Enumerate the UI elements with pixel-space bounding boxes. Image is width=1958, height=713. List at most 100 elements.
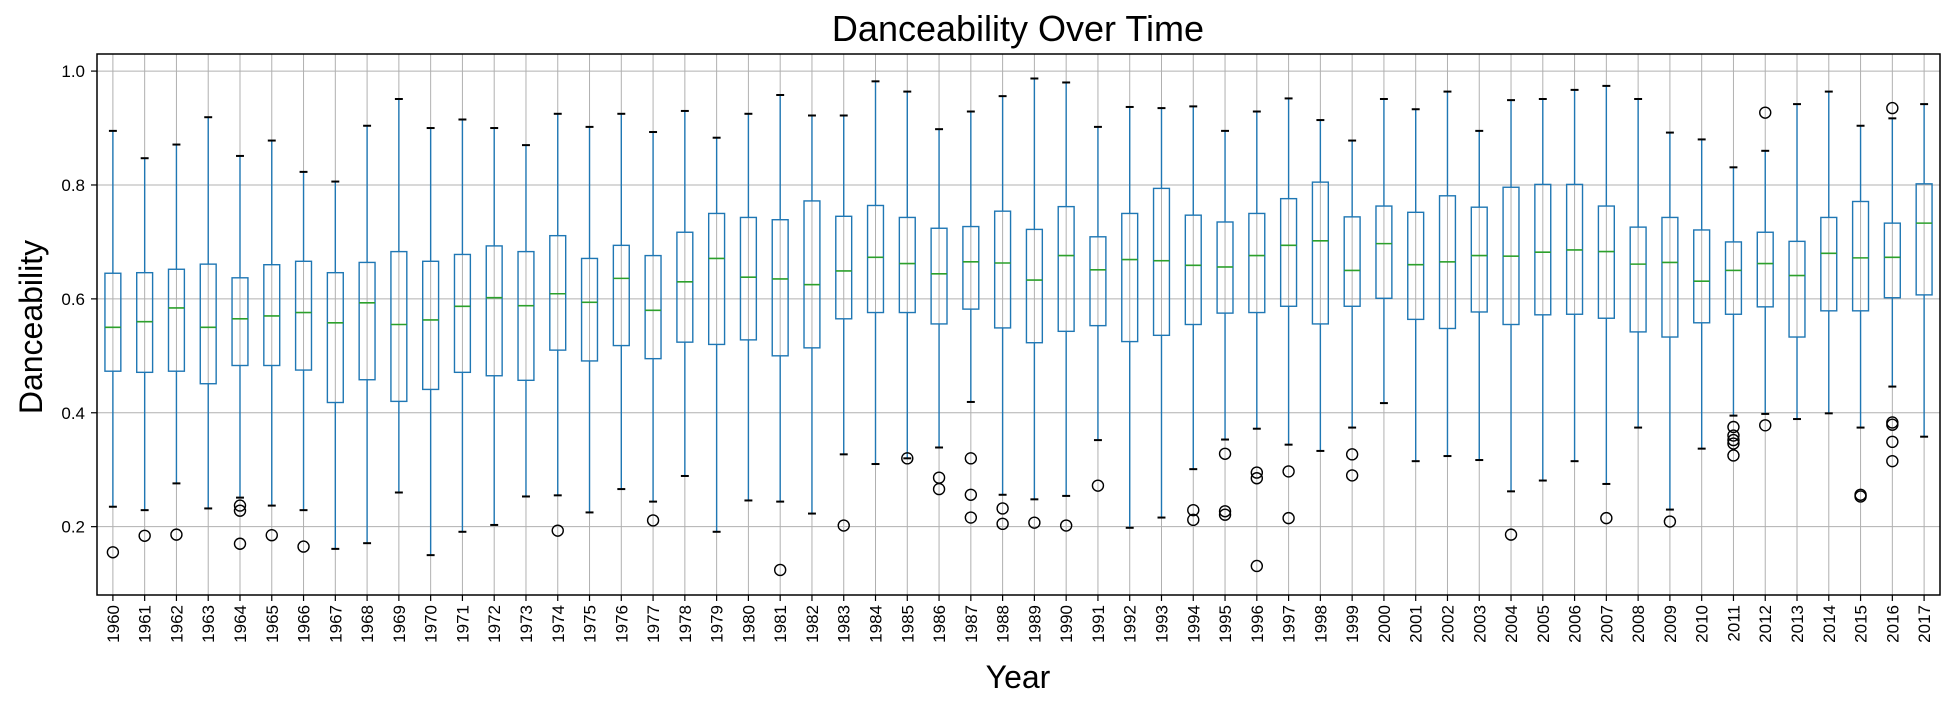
box-2009 — [1661, 131, 1679, 528]
x-tick-label: 2006 — [1566, 605, 1585, 643]
x-tick-label: 2013 — [1788, 605, 1807, 643]
iqr-box — [326, 271, 344, 404]
x-tick-label: 1971 — [453, 605, 472, 643]
x-tick-label: 1976 — [612, 605, 631, 643]
box-1969 — [390, 97, 408, 494]
outlier-point — [1663, 515, 1677, 528]
x-tick-label: 1969 — [390, 605, 409, 643]
x-tick-label: 2002 — [1438, 605, 1457, 643]
iqr-box — [104, 272, 122, 372]
iqr-box — [866, 204, 885, 314]
outlier-point — [1886, 101, 1899, 115]
outlier-point — [1727, 429, 1740, 442]
box-2001 — [1407, 108, 1425, 463]
outlier-point — [1854, 490, 1867, 503]
box-1966 — [294, 170, 313, 553]
iqr-box — [1343, 216, 1361, 307]
outlier-point — [1759, 419, 1772, 432]
outlier-point — [646, 514, 660, 527]
iqr-box — [993, 210, 1012, 329]
x-tick-label: 1978 — [676, 605, 695, 643]
iqr-box — [1089, 236, 1107, 327]
x-tick-label: 1994 — [1184, 605, 1203, 643]
x-tick-label: 1966 — [295, 605, 314, 643]
iqr-box — [1152, 187, 1171, 337]
plot-frame — [96, 53, 1941, 596]
x-tick-label: 1965 — [263, 605, 282, 643]
y-tick-label: 0.6 — [61, 290, 85, 309]
iqr-box — [199, 263, 217, 385]
box-1987 — [962, 110, 980, 524]
iqr-box — [835, 215, 853, 320]
x-tick-label: 1990 — [1057, 605, 1076, 643]
box-1980 — [739, 112, 758, 502]
outlier-point — [1886, 435, 1899, 449]
box-2007 — [1597, 84, 1615, 525]
iqr-box — [136, 271, 154, 374]
x-tick-label: 1980 — [739, 605, 758, 643]
x-tick-label: 2005 — [1534, 605, 1553, 643]
outlier-point — [1187, 503, 1200, 517]
box-2004 — [1502, 99, 1520, 541]
outlier-point — [964, 488, 978, 501]
outlier-point — [233, 537, 247, 550]
box-2014 — [1820, 90, 1838, 415]
outlier-point — [901, 452, 914, 465]
outlier-point — [1727, 449, 1740, 462]
box-1963 — [199, 116, 217, 510]
box-1974 — [549, 112, 567, 537]
outlier-point — [138, 529, 151, 542]
outlier-point — [932, 482, 946, 496]
box-1971 — [453, 118, 472, 533]
box-1965 — [263, 139, 281, 542]
box-1981 — [771, 94, 789, 577]
outlier-point — [1886, 418, 1899, 431]
iqr-box — [263, 264, 281, 367]
box-1978 — [676, 109, 694, 477]
iqr-box — [1375, 205, 1393, 300]
outlier-point — [837, 519, 850, 532]
box-2000 — [1375, 97, 1393, 405]
outlier-point — [1759, 106, 1772, 119]
x-tick-label: 2001 — [1407, 605, 1426, 643]
iqr-box — [453, 253, 472, 374]
box-1976 — [612, 112, 630, 491]
x-tick-label: 2016 — [1883, 605, 1902, 643]
boxes — [104, 77, 1933, 577]
outlier-point — [996, 517, 1009, 531]
outlier-point — [1250, 559, 1264, 573]
iqr-box — [422, 260, 440, 391]
outlier-point — [1345, 448, 1359, 461]
x-axis-ticks: 1960 1961 1962 1963 1964 1965 1966 1967 1968 1969… — [104, 595, 1934, 643]
iqr-box — [1279, 197, 1298, 307]
outlier-point — [1028, 516, 1041, 529]
box-2011 — [1724, 166, 1743, 462]
box-1995 — [1216, 129, 1234, 521]
chart-title: Danceability Over Time — [832, 8, 1204, 49]
box-1997 — [1279, 97, 1298, 525]
box-1993 — [1152, 107, 1171, 519]
x-tick-label: 1968 — [358, 605, 377, 643]
box-1986 — [930, 128, 948, 496]
x-tick-label: 1988 — [994, 605, 1013, 643]
box-2016 — [1883, 101, 1901, 468]
box-1979 — [707, 136, 726, 533]
box-1998 — [1311, 119, 1330, 452]
x-tick-label: 1960 — [104, 605, 123, 643]
x-tick-label: 1996 — [1248, 605, 1267, 643]
iqr-box — [803, 200, 821, 349]
iqr-box — [1470, 206, 1488, 313]
x-tick-label: 1963 — [199, 605, 218, 643]
x-tick-label: 1982 — [803, 605, 822, 643]
x-tick-label: 1967 — [326, 605, 345, 643]
iqr-box — [1756, 231, 1774, 308]
box-2017 — [1915, 103, 1933, 438]
x-tick-label: 1972 — [485, 605, 504, 643]
iqr-box — [1025, 228, 1044, 344]
outlier-point — [773, 563, 787, 577]
x-tick-label: 1975 — [581, 605, 600, 643]
y-axis-label: Danceability — [13, 240, 49, 414]
iqr-box — [358, 261, 376, 381]
box-1992 — [1121, 105, 1139, 529]
x-tick-label: 2007 — [1597, 605, 1616, 643]
